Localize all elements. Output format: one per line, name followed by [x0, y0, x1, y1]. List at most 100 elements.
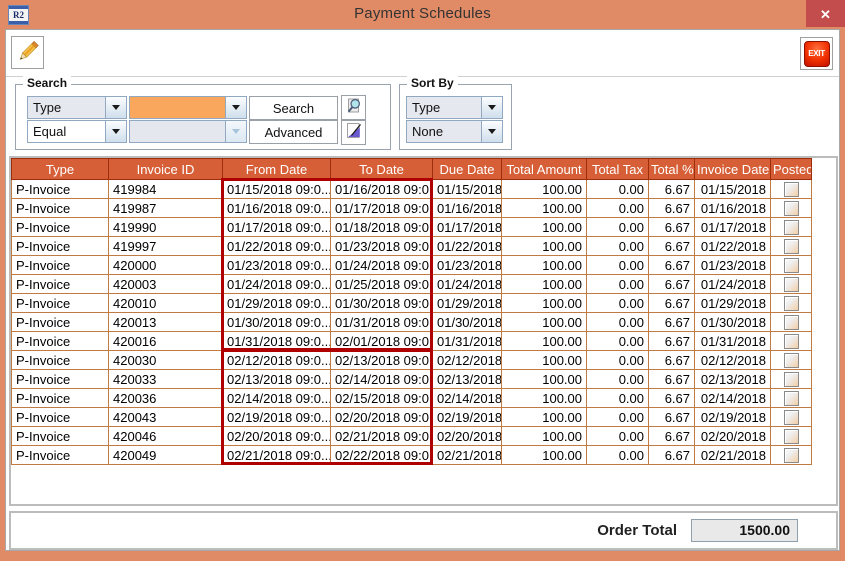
posted-checkbox[interactable]: [783, 295, 799, 311]
column-header-total_pct[interactable]: Total %: [648, 158, 695, 180]
cell-due_date[interactable]: 01/24/2018: [432, 274, 502, 294]
cell-invoice_id[interactable]: 420049: [108, 445, 223, 465]
cell-to_date[interactable]: 01/25/2018 09:0...: [330, 274, 433, 294]
cell-total_pct[interactable]: 6.67: [648, 236, 695, 256]
cell-from_date[interactable]: 02/19/2018 09:0...: [222, 407, 331, 427]
cell-type[interactable]: P-Invoice: [11, 445, 109, 465]
cell-invoice_date[interactable]: 01/15/2018: [694, 179, 771, 199]
cell-invoice_id[interactable]: 419990: [108, 217, 223, 237]
cell-type[interactable]: P-Invoice: [11, 426, 109, 446]
cell-total_tax[interactable]: 0.00: [586, 312, 649, 332]
cell-due_date[interactable]: 01/17/2018: [432, 217, 502, 237]
cell-due_date[interactable]: 02/20/2018: [432, 426, 502, 446]
table-row[interactable]: P-Invoice 419990 01/17/2018 09:0... 01/18/2…: [11, 217, 812, 237]
cell-type[interactable]: P-Invoice: [11, 179, 109, 199]
cell-total_pct[interactable]: 6.67: [648, 255, 695, 275]
cell-total_amount[interactable]: 100.00: [501, 407, 587, 427]
cell-total_amount[interactable]: 100.00: [501, 388, 587, 408]
cell-posted[interactable]: [770, 388, 812, 408]
cell-total_tax[interactable]: 0.00: [586, 293, 649, 313]
exit-button[interactable]: EXIT: [800, 37, 833, 70]
cell-due_date[interactable]: 01/15/2018: [432, 179, 502, 199]
search-icon-button[interactable]: [341, 95, 366, 120]
cell-invoice_date[interactable]: 01/31/2018: [694, 331, 771, 351]
cell-total_tax[interactable]: 0.00: [586, 217, 649, 237]
cell-posted[interactable]: [770, 293, 812, 313]
cell-to_date[interactable]: 02/01/2018 09:0...: [330, 331, 433, 351]
cell-due_date[interactable]: 02/13/2018: [432, 369, 502, 389]
cell-type[interactable]: P-Invoice: [11, 350, 109, 370]
search-button[interactable]: Search: [249, 96, 338, 120]
cell-due_date[interactable]: 02/14/2018: [432, 388, 502, 408]
cell-from_date[interactable]: 02/21/2018 09:0...: [222, 445, 331, 465]
cell-to_date[interactable]: 02/13/2018 09:0...: [330, 350, 433, 370]
cell-from_date[interactable]: 02/13/2018 09:0...: [222, 369, 331, 389]
cell-posted[interactable]: [770, 407, 812, 427]
cell-posted[interactable]: [770, 217, 812, 237]
cell-total_pct[interactable]: 6.67: [648, 426, 695, 446]
posted-checkbox[interactable]: [783, 314, 799, 330]
cell-type[interactable]: P-Invoice: [11, 312, 109, 332]
cell-type[interactable]: P-Invoice: [11, 236, 109, 256]
cell-invoice_id[interactable]: 420036: [108, 388, 223, 408]
advanced-button[interactable]: Advanced: [249, 120, 338, 144]
table-row[interactable]: P-Invoice 419984 01/15/2018 09:0... 01/16/2…: [11, 179, 812, 199]
posted-checkbox[interactable]: [783, 276, 799, 292]
posted-checkbox[interactable]: [783, 238, 799, 254]
column-header-invoice_date[interactable]: Invoice Date: [694, 158, 771, 180]
table-row[interactable]: P-Invoice 420013 01/30/2018 09:0... 01/31/2…: [11, 312, 812, 332]
table-row[interactable]: P-Invoice 420000 01/23/2018 09:0... 01/24/2…: [11, 255, 812, 275]
table-row[interactable]: P-Invoice 420003 01/24/2018 09:0... 01/25/2…: [11, 274, 812, 294]
cell-invoice_date[interactable]: 01/17/2018: [694, 217, 771, 237]
cell-total_amount[interactable]: 100.00: [501, 445, 587, 465]
table-row[interactable]: P-Invoice 420030 02/12/2018 09:0... 02/13/2…: [11, 350, 812, 370]
cell-invoice_date[interactable]: 02/21/2018: [694, 445, 771, 465]
cell-posted[interactable]: [770, 445, 812, 465]
posted-checkbox[interactable]: [783, 219, 799, 235]
cell-invoice_id[interactable]: 419987: [108, 198, 223, 218]
cell-posted[interactable]: [770, 426, 812, 446]
cell-invoice_id[interactable]: 420046: [108, 426, 223, 446]
cell-posted[interactable]: [770, 198, 812, 218]
posted-checkbox[interactable]: [783, 352, 799, 368]
cell-due_date[interactable]: 01/23/2018: [432, 255, 502, 275]
posted-checkbox[interactable]: [783, 390, 799, 406]
cell-due_date[interactable]: 02/21/2018: [432, 445, 502, 465]
posted-checkbox[interactable]: [783, 200, 799, 216]
cell-invoice_date[interactable]: 01/29/2018: [694, 293, 771, 313]
posted-checkbox[interactable]: [783, 371, 799, 387]
cell-total_tax[interactable]: 0.00: [586, 179, 649, 199]
column-header-total_tax[interactable]: Total Tax: [586, 158, 649, 180]
cell-invoice_date[interactable]: 01/30/2018: [694, 312, 771, 332]
cell-type[interactable]: P-Invoice: [11, 217, 109, 237]
cell-total_pct[interactable]: 6.67: [648, 274, 695, 294]
cell-from_date[interactable]: 02/20/2018 09:0...: [222, 426, 331, 446]
column-header-total_amount[interactable]: Total Amount: [501, 158, 587, 180]
cell-invoice_date[interactable]: 01/16/2018: [694, 198, 771, 218]
cell-from_date[interactable]: 01/24/2018 09:0...: [222, 274, 331, 294]
table-row[interactable]: P-Invoice 420010 01/29/2018 09:0... 01/30/2…: [11, 293, 812, 313]
cell-to_date[interactable]: 01/24/2018 09:0...: [330, 255, 433, 275]
sort-primary-dropdown[interactable]: Type: [406, 96, 503, 119]
cell-invoice_date[interactable]: 01/23/2018: [694, 255, 771, 275]
cell-invoice_id[interactable]: 420000: [108, 255, 223, 275]
table-row[interactable]: P-Invoice 420033 02/13/2018 09:0... 02/14/2…: [11, 369, 812, 389]
cell-posted[interactable]: [770, 312, 812, 332]
cell-total_amount[interactable]: 100.00: [501, 179, 587, 199]
cell-invoice_id[interactable]: 420043: [108, 407, 223, 427]
cell-from_date[interactable]: 01/29/2018 09:0...: [222, 293, 331, 313]
cell-total_tax[interactable]: 0.00: [586, 274, 649, 294]
cell-posted[interactable]: [770, 255, 812, 275]
cell-total_amount[interactable]: 100.00: [501, 198, 587, 218]
table-row[interactable]: P-Invoice 420046 02/20/2018 09:0... 02/21/2…: [11, 426, 812, 446]
cell-posted[interactable]: [770, 350, 812, 370]
cell-invoice_id[interactable]: 420033: [108, 369, 223, 389]
cell-due_date[interactable]: 01/22/2018: [432, 236, 502, 256]
cell-total_tax[interactable]: 0.00: [586, 255, 649, 275]
cell-due_date[interactable]: 01/30/2018: [432, 312, 502, 332]
cell-posted[interactable]: [770, 274, 812, 294]
cell-from_date[interactable]: 01/23/2018 09:0...: [222, 255, 331, 275]
cell-type[interactable]: P-Invoice: [11, 293, 109, 313]
cell-total_amount[interactable]: 100.00: [501, 369, 587, 389]
posted-checkbox[interactable]: [783, 447, 799, 463]
